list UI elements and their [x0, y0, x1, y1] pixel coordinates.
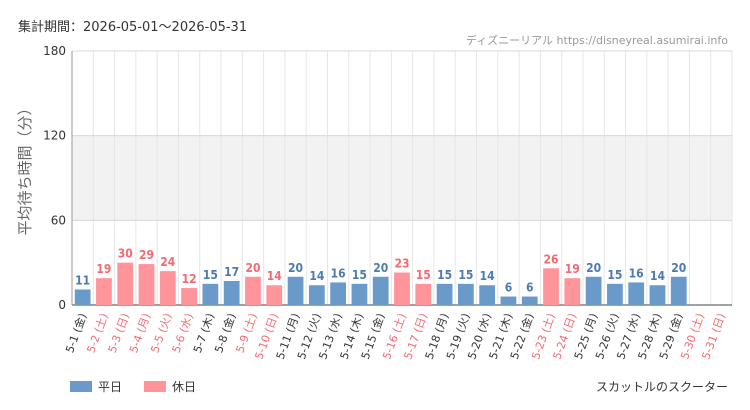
bar — [138, 264, 155, 305]
bar — [159, 271, 176, 305]
bar-value-label: 26 — [544, 252, 559, 266]
bar-value-label: 19 — [96, 262, 111, 276]
legend-swatch-holiday — [144, 381, 167, 392]
bar-value-label: 20 — [586, 261, 601, 275]
bar — [223, 281, 240, 305]
bar — [330, 282, 347, 305]
bar-value-label: 14 — [650, 269, 666, 283]
bar — [457, 283, 474, 305]
bar-value-label: 19 — [565, 262, 580, 276]
y-tick-label: 60 — [51, 213, 66, 227]
aggregation-period: 集計期間：2026-05-01～2026-05-31 — [18, 20, 248, 35]
bar — [266, 285, 283, 305]
bar-value-label: 15 — [416, 268, 431, 282]
bar — [436, 283, 453, 305]
bar-value-label: 24 — [160, 255, 176, 269]
bar-value-label: 23 — [394, 257, 409, 271]
bar-value-label: 17 — [224, 265, 239, 279]
bar-value-label: 11 — [75, 273, 90, 287]
bar-value-label: 20 — [671, 261, 686, 275]
bar — [245, 276, 261, 305]
bar — [649, 285, 666, 305]
y-axis-title: 平均待ち時間（分） — [16, 100, 34, 235]
bar — [287, 276, 304, 305]
bar — [543, 268, 559, 305]
bar-value-label: 15 — [352, 268, 367, 282]
legend-label-holiday: 休日 — [172, 380, 197, 394]
bar-value-label: 20 — [288, 261, 303, 275]
bar — [479, 285, 496, 305]
bar — [521, 296, 538, 305]
bar-value-label: 15 — [607, 268, 622, 282]
bar-value-label: 6 — [505, 281, 513, 295]
highlight-band — [72, 135, 732, 221]
legend-item-holiday[interactable]: 休日 — [144, 378, 196, 395]
legend-swatch-weekday — [70, 381, 92, 392]
bar — [564, 278, 581, 305]
bar-value-label: 15 — [458, 268, 473, 282]
chart-legend: 平日 休日 — [70, 378, 218, 395]
site-credit: ディズニーリアル https://disneyreal.asumirai.inf… — [465, 34, 728, 47]
bar — [628, 282, 645, 305]
bar-value-label: 6 — [526, 281, 534, 295]
bar — [74, 289, 91, 305]
bar-value-label: 16 — [331, 266, 346, 280]
bar — [117, 262, 134, 305]
bar-value-label: 15 — [437, 268, 452, 282]
bar — [372, 276, 389, 305]
bar — [670, 276, 687, 305]
y-tick-label: 120 — [43, 129, 66, 143]
bar-value-label: 30 — [118, 247, 133, 261]
bar — [202, 283, 219, 305]
bar — [500, 296, 517, 305]
bar-value-label: 20 — [245, 261, 260, 275]
bar — [607, 283, 623, 305]
bar-value-label: 14 — [480, 269, 496, 283]
bar — [394, 272, 410, 305]
attraction-name: スカットルのスクーター — [595, 380, 728, 394]
legend-label-weekday: 平日 — [98, 380, 123, 394]
y-tick-label: 0 — [58, 298, 66, 312]
bar — [415, 283, 432, 305]
bar-value-label: 16 — [629, 266, 644, 280]
bar-value-label: 29 — [139, 248, 154, 262]
bar — [351, 283, 368, 305]
bar-value-label: 15 — [203, 268, 218, 282]
bar-value-label: 14 — [309, 269, 325, 283]
legend-item-weekday[interactable]: 平日 — [70, 378, 122, 395]
bar — [585, 276, 602, 305]
bar — [96, 278, 112, 305]
bar — [308, 285, 325, 305]
bar — [181, 288, 197, 305]
bar-value-label: 14 — [267, 269, 283, 283]
bar-value-label: 20 — [373, 261, 388, 275]
y-tick-label: 180 — [43, 44, 66, 58]
bar-value-label: 12 — [182, 272, 197, 286]
